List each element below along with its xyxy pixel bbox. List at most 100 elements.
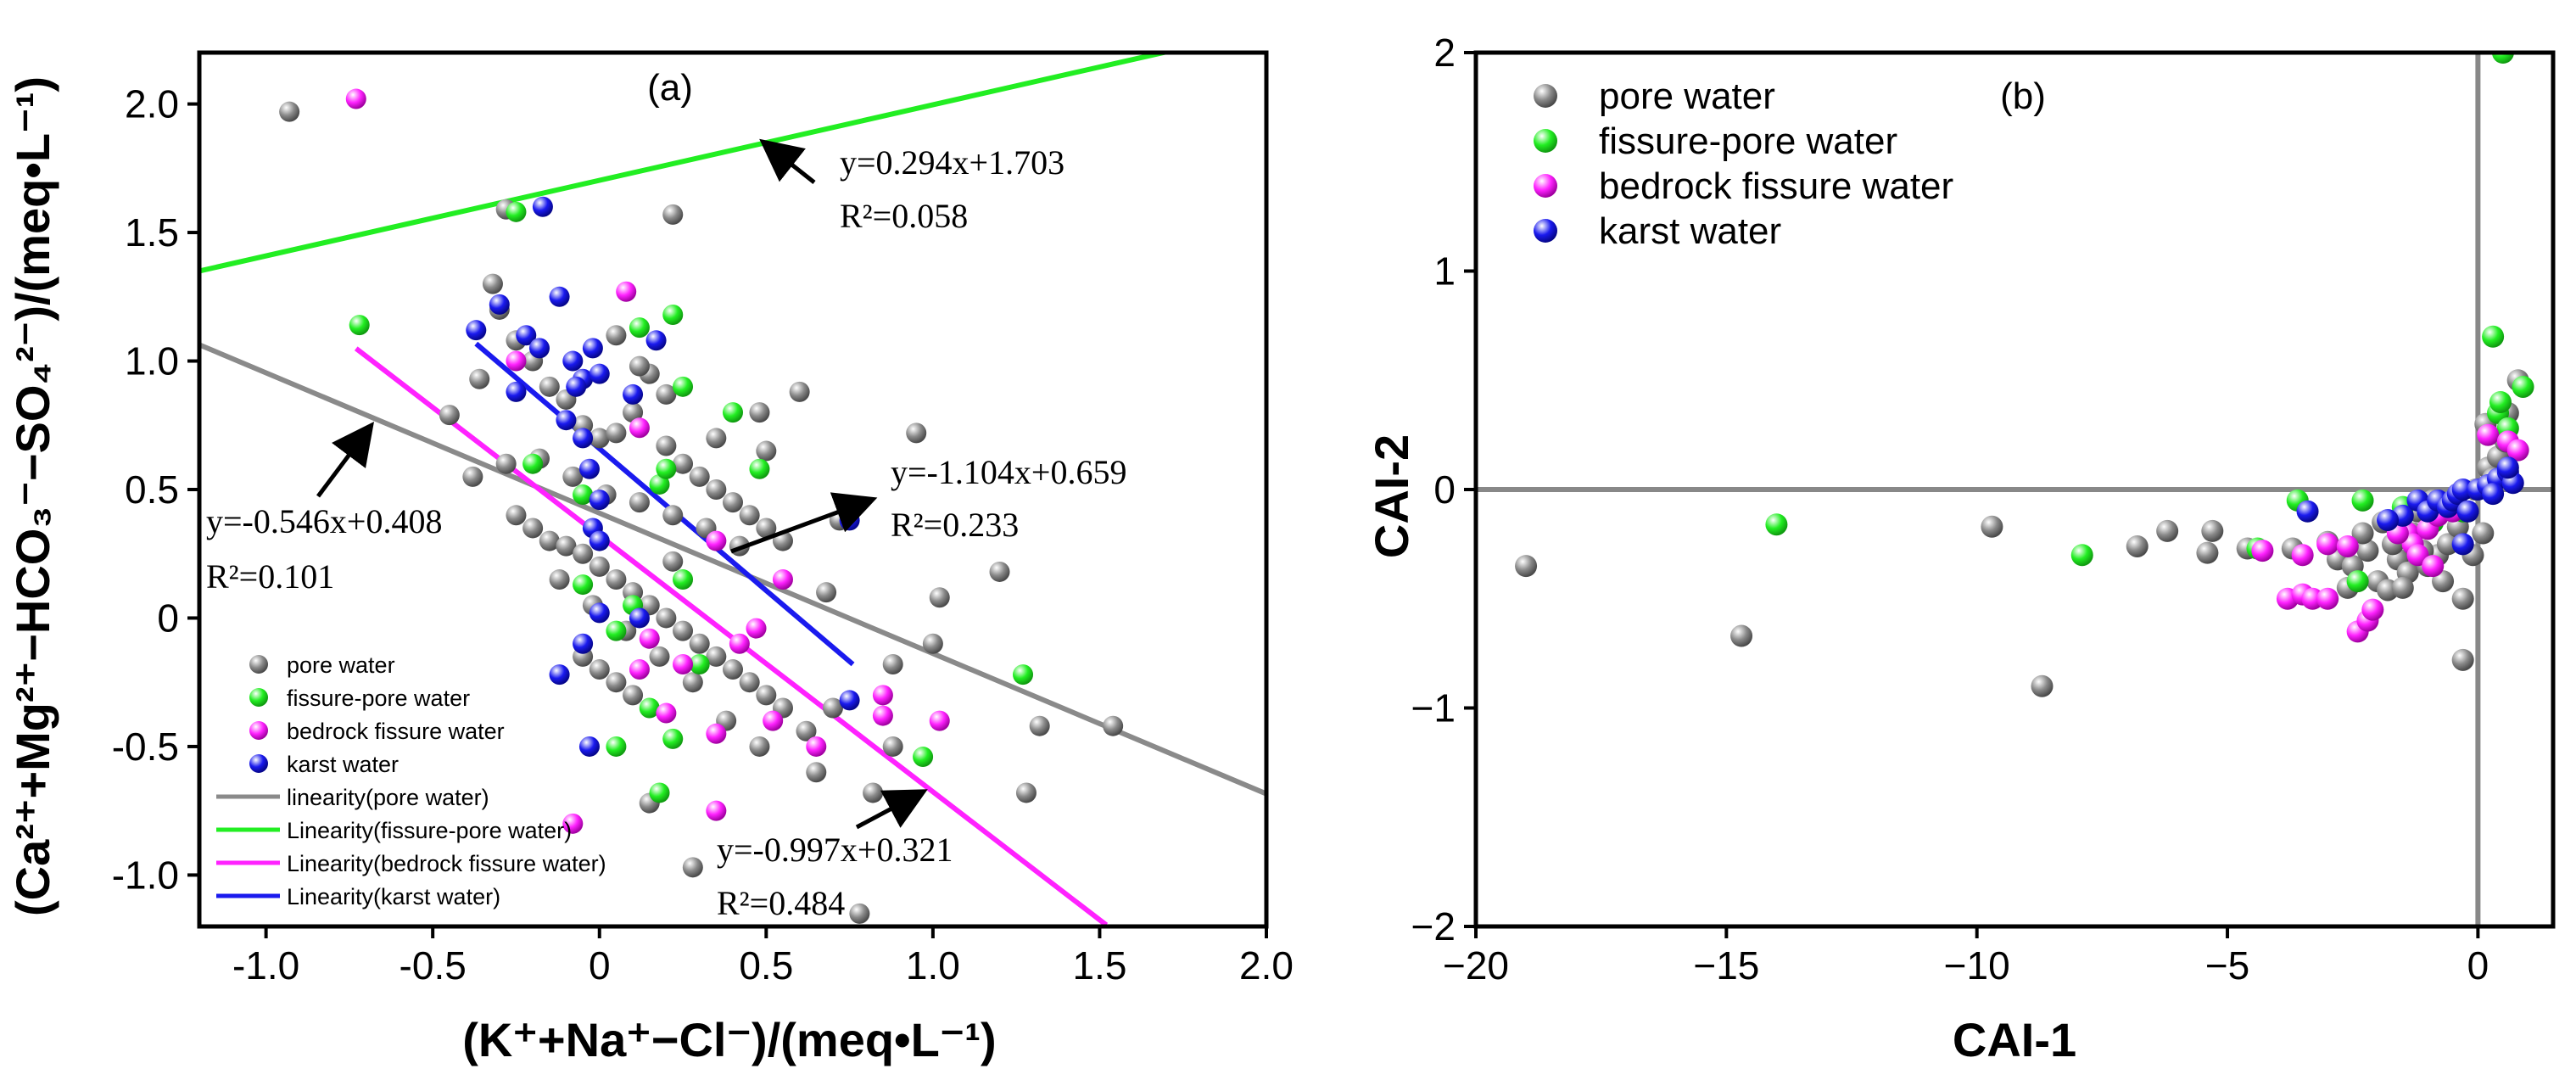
data-point-pore-water <box>1981 515 2003 538</box>
panel-a-y-tick-label: 0.5 <box>125 467 179 512</box>
data-point-pore-water <box>749 736 770 757</box>
panel-b-x-tick-label: −5 <box>2205 943 2249 988</box>
data-point-bedrock-fissure-water <box>2316 587 2339 610</box>
legend-marker <box>1534 129 1557 153</box>
legend-label: fissure-pore water <box>287 685 470 711</box>
data-point-pore-water <box>882 654 903 674</box>
data-point-pore-water <box>522 518 544 539</box>
data-point-pore-water <box>656 383 677 405</box>
data-point-pore-water <box>2451 648 2474 671</box>
data-point-karst-water <box>549 286 570 307</box>
data-point-fissure-pore-water <box>2351 489 2374 512</box>
panel-b-y-tick-label: 0 <box>1433 467 1456 512</box>
fit-equation-karst: y=-1.104x+0.659 <box>891 453 1126 491</box>
legend-marker <box>249 655 268 674</box>
data-point-pore-water <box>2472 522 2495 545</box>
annotation-arrow <box>855 789 928 830</box>
legend-label: karst water <box>1599 210 1781 252</box>
data-point-pore-water <box>549 569 570 590</box>
data-point-bedrock-fissure-water <box>616 281 637 302</box>
legend-item: karst water <box>1534 210 1781 252</box>
data-point-pore-water <box>606 422 627 444</box>
fit-r2-karst: R²=0.233 <box>891 506 1019 544</box>
data-point-fissure-pore-water <box>656 458 677 479</box>
data-point-bedrock-fissure-water <box>2336 534 2359 557</box>
data-point-bedrock-fissure-water <box>872 685 893 706</box>
panel-a-x-ticks: -1.0 -0.5 0 0.5 1.0 1.5 2.0 <box>232 926 1294 988</box>
panel-a-points <box>279 88 1124 924</box>
data-point-bedrock-fissure-water <box>706 800 727 821</box>
data-point-karst-water <box>556 410 577 431</box>
data-point-pore-water <box>723 492 743 513</box>
data-point-fissure-pore-water <box>2482 325 2505 348</box>
data-point-pore-water <box>706 479 727 500</box>
legend-item: Linearity(karst water) <box>216 884 500 909</box>
data-point-pore-water <box>656 607 677 629</box>
series-fissure-pore-water <box>349 201 1034 803</box>
series-karst-water <box>466 196 860 757</box>
data-point-pore-water <box>739 672 760 693</box>
data-point-pore-water <box>849 903 870 924</box>
fit-annotation-karst: y=-1.104x+0.659 R²=0.233 <box>730 453 1126 554</box>
data-point-pore-water <box>462 466 483 487</box>
legend-item: karst water <box>249 752 399 777</box>
panel-a-y-axis-title: (Ca²⁺+Mg²⁺−HCO₃⁻−SO₄²⁻)/(meq•L⁻¹) <box>6 76 59 916</box>
data-point-pore-water <box>662 204 684 225</box>
panel-b-y-axis-title: CAI-2 <box>1365 434 1418 558</box>
series-pore-water <box>1515 369 2529 697</box>
data-point-fissure-pore-water <box>2512 375 2534 398</box>
data-point-pore-water <box>589 659 610 680</box>
data-point-pore-water <box>756 440 777 462</box>
panel-a-y-tick-label: 2.0 <box>125 82 179 126</box>
legend-label: Linearity(fissure-pore water) <box>287 818 572 843</box>
panel-a-x-tick-label: 2.0 <box>1239 943 1294 988</box>
panel-b-y-tick-label: −2 <box>1411 904 1456 948</box>
panel-a: -1.0 -0.5 0 0.5 1.0 1.5 2.0 -1.0 -0.5 0 0.5 1.0 1.5… <box>6 50 1294 1066</box>
data-point-pore-water <box>1029 715 1050 736</box>
data-point-pore-water <box>2156 519 2179 542</box>
legend-label: fissure-pore water <box>1599 120 1897 162</box>
data-point-pore-water <box>906 422 927 444</box>
data-point-pore-water <box>1730 624 1753 647</box>
fit-equation-fissure-pore: y=0.294x+1.703 <box>840 143 1064 182</box>
data-point-pore-water <box>929 587 950 608</box>
legend-marker <box>1534 219 1557 243</box>
data-point-fissure-pore-water <box>349 315 370 336</box>
panel-b-x-tick-label: 0 <box>2467 943 2489 988</box>
legend-marker <box>1534 84 1557 108</box>
data-point-karst-water <box>589 602 610 624</box>
data-point-pore-water <box>606 325 627 346</box>
legend-marker <box>1534 174 1557 198</box>
panel-a-fit-lines <box>199 53 1266 926</box>
panel-b-points <box>1515 53 2534 697</box>
data-point-pore-water <box>589 556 610 577</box>
panel-a-y-tick-label: 1.5 <box>125 210 179 255</box>
data-point-karst-water <box>2456 500 2479 523</box>
data-point-fissure-pore-water <box>2346 570 2369 593</box>
data-point-fissure-pore-water <box>506 201 527 222</box>
panel-b-x-tick-label: −20 <box>1443 943 1509 988</box>
data-point-pore-water <box>439 405 460 426</box>
data-point-karst-water <box>582 338 603 359</box>
data-point-fissure-pore-water <box>673 569 694 590</box>
data-point-fissure-pore-water <box>689 654 710 674</box>
data-point-bedrock-fissure-water <box>345 88 366 109</box>
data-point-bedrock-fissure-water <box>2477 423 2500 446</box>
panel-b-x-tick-label: −10 <box>1944 943 2010 988</box>
data-point-pore-water <box>539 376 560 397</box>
data-point-pore-water <box>806 762 827 783</box>
data-point-pore-water <box>989 561 1010 582</box>
data-point-pore-water <box>789 381 810 402</box>
data-point-fissure-pore-water <box>629 317 650 339</box>
fit-r2-pore: R²=0.101 <box>206 557 334 596</box>
data-point-bedrock-fissure-water <box>929 710 950 731</box>
data-point-pore-water <box>1515 555 1538 578</box>
data-point-karst-water <box>578 736 600 757</box>
data-point-pore-water <box>689 466 710 487</box>
data-point-fissure-pore-water <box>649 473 670 495</box>
data-point-bedrock-fissure-water <box>872 705 893 726</box>
data-point-pore-water <box>662 505 684 526</box>
data-point-pore-water <box>739 505 760 526</box>
data-point-karst-water <box>623 383 644 405</box>
panel-a-x-tick-label: -0.5 <box>400 943 467 988</box>
